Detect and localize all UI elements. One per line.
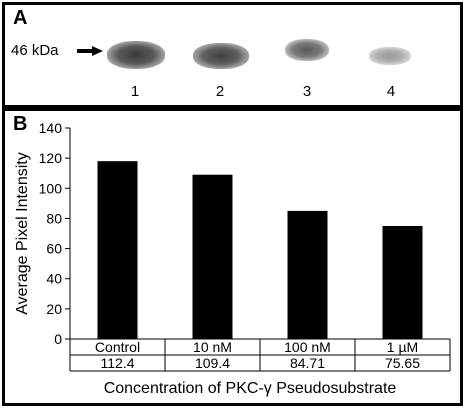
blot-band-2 [193,43,249,69]
panel-b-label: B [13,113,28,135]
y-tick-label: 40 [46,271,62,287]
arrow-right-icon [77,46,103,56]
blot-band-3 [285,39,329,61]
y-tick-label: 60 [46,241,62,257]
y-tick-label: 140 [39,120,63,136]
molecular-weight-label: 46 kDa [11,42,59,59]
bar-4 [382,225,423,339]
y-tick-label: 100 [39,180,63,196]
table-value: 112.4 [101,355,135,371]
bar-2 [192,174,233,339]
y-tick-label: 20 [46,301,62,317]
blot-band-1 [107,41,165,69]
bar-3 [287,210,328,339]
y-tick-label: 120 [39,150,63,166]
table-value: 75.65 [385,355,420,371]
blot-band-4 [369,47,411,65]
lane-number-2: 2 [215,83,225,100]
table-value: 84.71 [290,355,325,371]
y-tick-label: 0 [54,331,62,347]
lane-number-4: 4 [386,83,396,100]
western-blot-panel: A 46 kDa 1 2 3 4 [2,2,463,108]
x-tick-label: Control [95,339,140,355]
lane-number-1: 1 [130,83,140,100]
panel-a-label: A [13,7,28,29]
y-axis-label: Average Pixel Intensity [14,152,31,314]
x-tick-label: 100 nM [284,339,331,355]
y-tick-label: 80 [46,210,62,226]
bar-1 [97,161,138,339]
x-axis-label: Concentration of PKC-γ Pseudosubstrate [104,380,397,397]
table-value: 109.4 [195,355,230,371]
x-tick-label: 1 µM [387,339,418,355]
lane-number-3: 3 [302,83,312,100]
x-tick-label: 10 nM [193,339,232,355]
